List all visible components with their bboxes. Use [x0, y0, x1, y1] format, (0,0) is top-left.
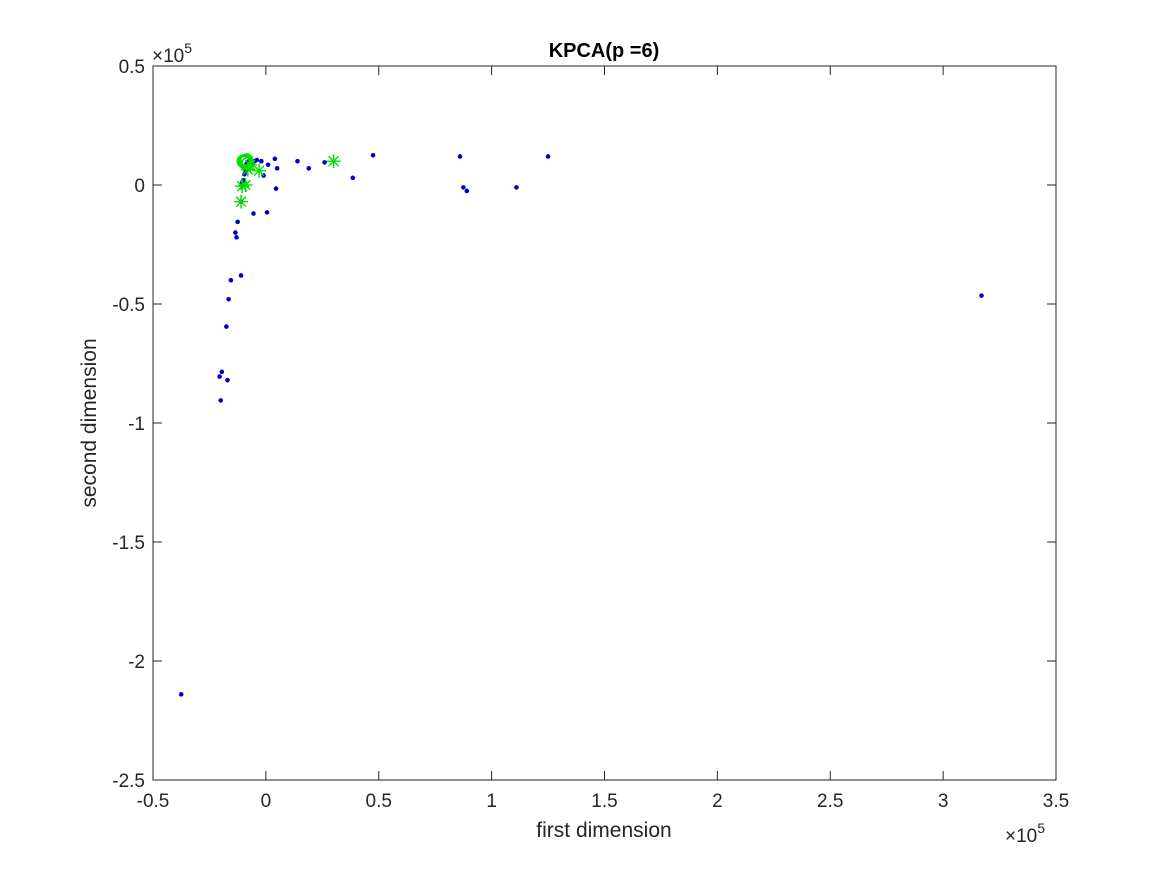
y-tick-label: -1	[128, 414, 145, 435]
data-point	[228, 277, 234, 283]
y-tick-label: -1.5	[112, 533, 145, 554]
data-point	[264, 210, 270, 215]
x-exponent-power: 5	[1037, 820, 1045, 836]
x-tick-label: 2	[712, 791, 723, 812]
x-tick-label: 1.5	[591, 791, 617, 812]
data-point-star	[238, 178, 253, 192]
data-point	[545, 154, 551, 159]
data-point	[219, 369, 225, 375]
x-tick-label: 0	[261, 791, 272, 812]
y-tick-label: 0.5	[119, 57, 145, 78]
data-point-star	[252, 163, 267, 178]
x-axis-label: first dimension	[536, 819, 671, 842]
data-point	[233, 230, 238, 235]
data-point-circle	[241, 156, 255, 171]
chart-title: KPCA(p =6)	[549, 40, 660, 62]
data-point	[370, 152, 376, 158]
data-point	[464, 188, 470, 194]
data-point	[306, 166, 312, 171]
data-point	[457, 154, 463, 159]
data-point	[178, 692, 184, 697]
plot-area	[152, 65, 1057, 781]
data-point	[322, 160, 327, 165]
points-layer	[178, 152, 984, 697]
data-point	[259, 158, 264, 164]
data-point	[265, 162, 271, 168]
data-point	[226, 296, 231, 302]
data-point	[979, 293, 984, 298]
data-point	[273, 186, 279, 191]
x-exponent-label: ×105	[1005, 820, 1045, 847]
x-exponent-base: ×10	[1005, 826, 1037, 847]
data-point	[272, 156, 278, 162]
data-point	[461, 185, 466, 190]
y-exponent-power: 5	[184, 40, 192, 56]
data-point	[254, 157, 260, 163]
x-tick-label: 1	[486, 791, 497, 812]
data-point	[235, 219, 240, 225]
data-point	[234, 235, 239, 240]
data-point	[238, 273, 244, 278]
data-point	[350, 175, 356, 181]
y-exponent-label: ×105	[152, 40, 192, 67]
data-point	[274, 166, 280, 171]
x-tick-label: 3.5	[1043, 791, 1069, 812]
y-tick-label: -2	[128, 652, 145, 673]
y-axis-label: second dimension	[78, 338, 101, 507]
x-tick-label: 3	[938, 791, 949, 812]
data-point	[217, 374, 222, 379]
y-exponent-base: ×10	[152, 46, 184, 67]
data-point	[218, 398, 224, 403]
data-point-star	[326, 154, 341, 169]
x-tick-label: -0.5	[137, 791, 170, 812]
data-point	[251, 211, 256, 216]
ticks-layer: -0.5 0 0.5 1 1.5 2 2.5 3 3.5 0.5 0 -0.5 -1 -1.5 -2 -2.5	[112, 57, 1069, 812]
data-point	[225, 377, 230, 383]
x-tick-label: 0.5	[366, 791, 392, 812]
y-tick-label: -0.5	[112, 295, 145, 316]
data-point	[514, 185, 519, 190]
y-tick-label: 0	[134, 176, 145, 197]
data-point	[224, 324, 229, 329]
x-tick-label: 2.5	[817, 791, 843, 812]
y-tick-label: -2.5	[112, 771, 145, 792]
data-point	[295, 158, 300, 164]
data-point-star	[234, 194, 249, 209]
